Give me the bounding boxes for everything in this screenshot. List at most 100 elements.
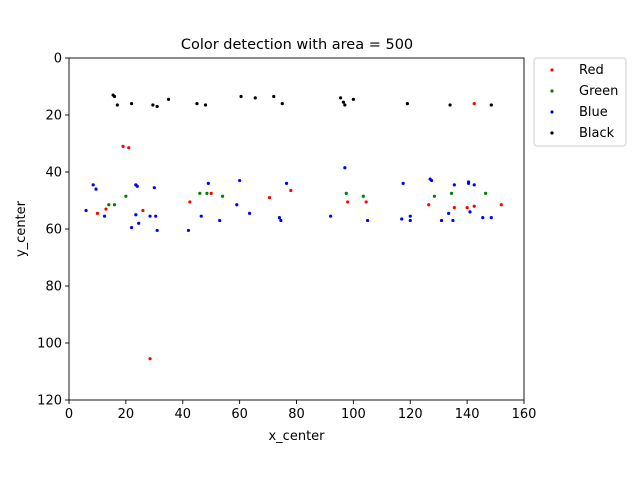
point-red	[364, 200, 368, 204]
point-blue	[408, 214, 412, 218]
y-tick-label: 20	[45, 109, 62, 124]
point-black	[343, 103, 347, 107]
point-green	[198, 191, 202, 195]
point-black	[489, 103, 493, 107]
y-tick-label: 100	[37, 337, 62, 352]
point-blue	[235, 203, 239, 207]
x-axis-label: x_center	[268, 429, 325, 444]
point-red	[148, 357, 152, 361]
legend-entry-red: Red	[550, 63, 604, 78]
point-blue	[489, 216, 493, 220]
point-blue	[279, 218, 283, 223]
point-red	[95, 211, 100, 215]
point-green	[107, 203, 111, 207]
x-tick-label: 140	[455, 407, 480, 422]
point-green	[112, 203, 117, 207]
point-red	[121, 144, 125, 148]
point-blue	[199, 214, 203, 218]
x-tick-label: 40	[174, 407, 191, 422]
point-blue	[429, 178, 434, 183]
legend-entry-blue: Blue	[550, 105, 608, 120]
point-red	[141, 208, 145, 213]
point-black	[115, 103, 119, 107]
point-red	[267, 196, 272, 200]
point-black	[239, 94, 243, 99]
x-tick-label: 0	[65, 407, 73, 422]
point-red	[289, 188, 293, 193]
y-tick-label: 40	[45, 166, 62, 181]
point-red	[209, 191, 213, 195]
point-black	[280, 102, 284, 106]
point-blue	[343, 166, 347, 170]
point-green	[484, 191, 488, 195]
point-blue	[91, 183, 95, 187]
legend-label: Green	[579, 84, 618, 99]
series-red	[95, 102, 503, 361]
point-red	[104, 207, 108, 211]
x-tick-label: 80	[288, 407, 305, 422]
data-points	[84, 93, 503, 361]
point-black	[203, 103, 208, 107]
point-blue	[218, 218, 222, 223]
point-blue	[451, 218, 455, 223]
point-red	[465, 206, 469, 210]
point-blue	[284, 181, 289, 185]
y-tick-label: 80	[45, 280, 62, 295]
x-tick-label: 100	[341, 407, 366, 422]
point-green	[344, 191, 348, 195]
point-red	[127, 146, 131, 150]
x-tick-label: 120	[398, 407, 423, 422]
point-black	[351, 97, 355, 101]
legend-marker	[550, 110, 554, 114]
point-blue	[408, 218, 412, 223]
point-blue	[137, 221, 141, 225]
point-blue	[447, 211, 451, 215]
legend-entry-green: Green	[550, 84, 618, 99]
point-black	[253, 96, 257, 100]
legend-label: Black	[579, 126, 615, 141]
point-red	[452, 206, 456, 210]
point-blue	[247, 211, 252, 215]
series-green	[107, 191, 488, 207]
point-black	[272, 94, 276, 99]
series-blue	[84, 166, 493, 233]
point-blue	[277, 216, 282, 220]
legend-marker	[550, 89, 554, 93]
x-tick-label: 60	[231, 407, 248, 422]
legend-entries: Red Green Blue Black	[550, 63, 618, 141]
series-black	[111, 93, 493, 109]
point-green	[432, 194, 437, 198]
point-blue	[468, 210, 472, 214]
x-tick-label: 160	[512, 407, 537, 422]
point-green	[220, 194, 225, 198]
point-blue	[472, 183, 476, 187]
point-blue	[94, 187, 98, 191]
x-axis-ticks: 0 20 40 60 80 100 120 140 160	[65, 400, 537, 422]
point-red	[427, 203, 431, 207]
point-black	[195, 102, 199, 106]
point-green	[361, 194, 365, 198]
point-blue	[206, 181, 210, 185]
legend-marker	[550, 131, 554, 135]
point-black	[129, 102, 134, 106]
point-blue	[329, 214, 333, 218]
point-black	[448, 103, 452, 107]
y-tick-label: 0	[54, 52, 62, 67]
point-black	[166, 97, 171, 101]
plot-area-frame	[68, 57, 525, 401]
point-red	[472, 204, 476, 208]
point-green	[124, 194, 128, 198]
point-blue	[365, 218, 370, 223]
point-blue	[135, 184, 139, 188]
point-black	[341, 100, 346, 104]
point-blue	[148, 214, 152, 218]
y-axis-ticks: 0 20 40 60 80 100 120	[37, 52, 69, 409]
legend-label: Red	[579, 63, 604, 78]
point-green	[449, 191, 454, 195]
legend-marker	[550, 68, 554, 72]
point-blue	[129, 225, 134, 230]
legend-label: Blue	[579, 105, 608, 120]
legend-entry-black: Black	[550, 126, 615, 141]
point-red	[188, 200, 192, 204]
